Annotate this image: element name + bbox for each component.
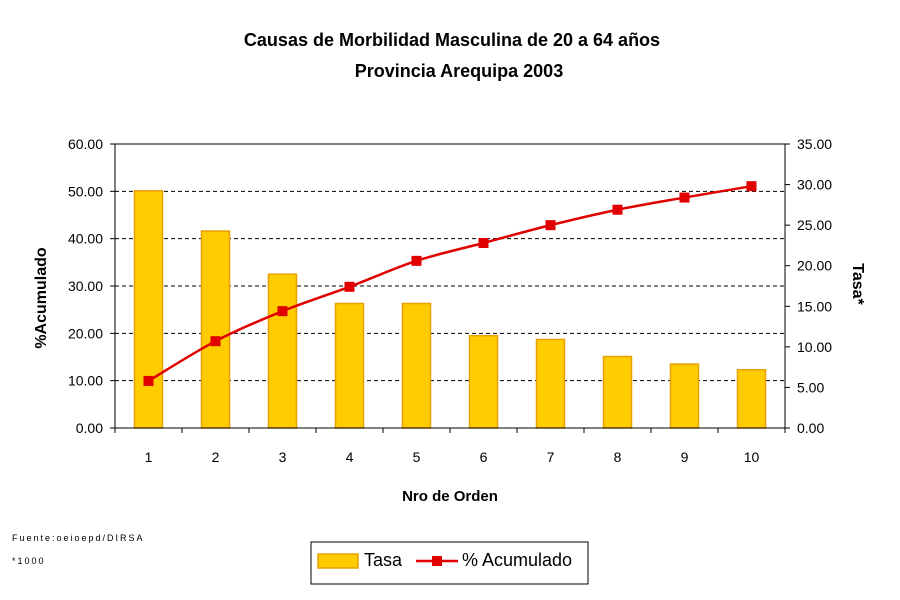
right-axis: 0.00 5.00 10.00 15.00 20.00 25.00 30.00 35.00 <box>785 136 832 436</box>
right-tick-label: 25.00 <box>797 217 832 233</box>
bar <box>334 302 365 429</box>
x-tick-label: 2 <box>212 449 220 465</box>
right-tick-label: 10.00 <box>797 339 832 355</box>
bar-series <box>133 190 767 429</box>
line-marker <box>143 375 154 386</box>
right-axis-title: Tasa* <box>849 263 866 305</box>
left-tick-label: 20.00 <box>68 325 103 341</box>
x-tick-label: 7 <box>547 449 555 465</box>
line-marker <box>545 220 556 231</box>
chart-title: Causas de Morbilidad Masculina de 20 a 6… <box>244 30 660 50</box>
line-path <box>147 184 752 383</box>
left-tick-label: 0.00 <box>76 420 103 436</box>
line-marker <box>478 237 489 248</box>
bar <box>535 338 566 429</box>
x-tick-label: 4 <box>346 449 354 465</box>
line-marker <box>746 181 757 192</box>
x-axis: 1 2 3 4 5 6 7 8 9 10 <box>114 428 786 465</box>
x-tick-label: 10 <box>744 449 760 465</box>
bar <box>267 273 298 429</box>
legend-box <box>310 541 589 585</box>
right-tick-label: 35.00 <box>797 136 832 152</box>
x-tick-label: 9 <box>681 449 689 465</box>
left-tick-label: 50.00 <box>68 183 103 199</box>
footnote-source: Fuente:oeioepd/DIRSA <box>12 533 145 543</box>
bar <box>669 363 700 429</box>
right-tick-label: 0.00 <box>797 420 824 436</box>
x-tick-label: 5 <box>413 449 421 465</box>
line-marker <box>679 192 690 203</box>
bar <box>401 302 432 429</box>
x-tick-label: 6 <box>480 449 488 465</box>
bar <box>200 230 231 429</box>
left-axis-title: %Acumulado <box>33 247 50 349</box>
x-tick-label: 3 <box>279 449 287 465</box>
line-marker <box>612 204 623 215</box>
left-tick-label: 60.00 <box>68 136 103 152</box>
line-marker <box>344 281 355 292</box>
chart-subtitle: Provincia Arequipa 2003 <box>355 61 563 81</box>
bar <box>736 369 767 429</box>
x-axis-title: Nro de Orden <box>402 488 498 505</box>
legend-label-acumulado: % Acumulado <box>462 550 572 570</box>
x-tick-label: 1 <box>145 449 153 465</box>
line-marker <box>411 255 422 266</box>
bar <box>602 355 633 429</box>
right-tick-label: 20.00 <box>797 258 832 274</box>
left-tick-label: 10.00 <box>68 373 103 389</box>
line-marker <box>210 336 221 347</box>
bar <box>468 334 499 429</box>
right-tick-label: 15.00 <box>797 298 832 314</box>
left-axis: 0.00 10.00 20.00 30.00 40.00 50.00 60.00 <box>68 136 115 436</box>
left-tick-label: 40.00 <box>68 231 103 247</box>
bar <box>133 190 164 429</box>
x-tick-label: 8 <box>614 449 622 465</box>
left-tick-label: 30.00 <box>68 278 103 294</box>
legend-swatch-marker <box>432 556 442 566</box>
legend: Tasa % Acumulado <box>310 541 589 585</box>
legend-label-tasa: Tasa <box>364 550 403 570</box>
line-marker <box>277 306 288 317</box>
line-series <box>143 181 757 386</box>
right-tick-label: 5.00 <box>797 379 824 395</box>
right-tick-label: 30.00 <box>797 177 832 193</box>
footnote-scale: *1000 <box>12 556 46 566</box>
legend-swatch-bar <box>317 553 359 569</box>
